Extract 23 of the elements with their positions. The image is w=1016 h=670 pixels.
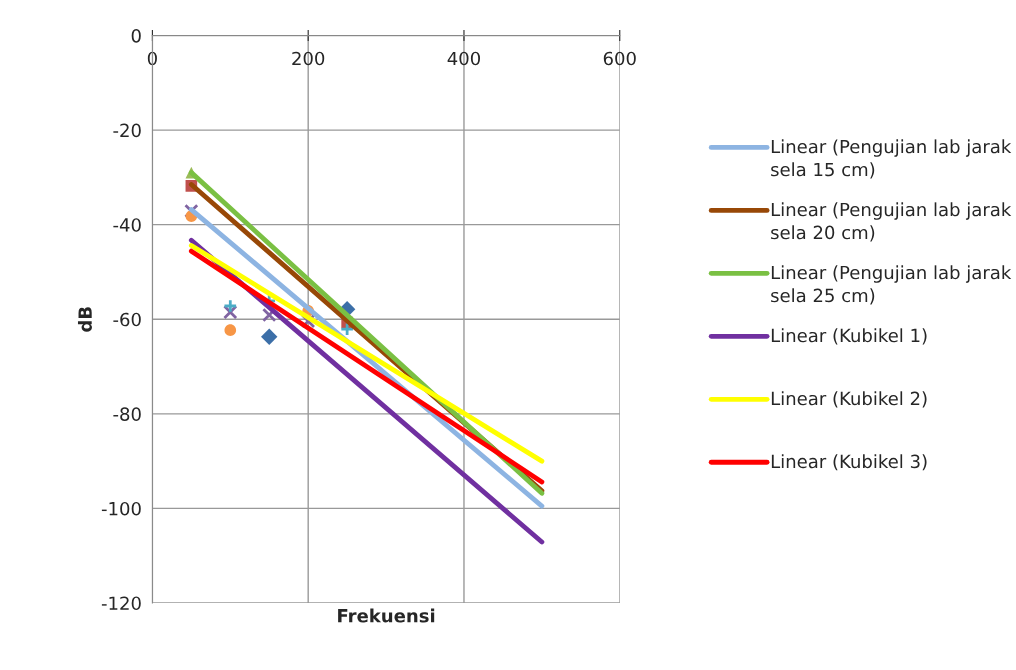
legend-label: Linear (Pengujian lab jarak sela 15 cm): [771, 139, 1012, 179]
x-tick-label: 600: [603, 51, 636, 66]
y-tick-label: -100: [101, 501, 141, 516]
point: [339, 321, 355, 337]
y-tick-label: -20: [113, 123, 141, 138]
x-axis-title: Frekuensi: [338, 608, 435, 623]
y-tick-label: -40: [113, 218, 141, 232]
y-tick-label: -60: [113, 312, 141, 327]
x-tick-label: 0: [147, 51, 157, 66]
y-axis-title: dB: [77, 307, 92, 332]
point: [223, 298, 238, 314]
point: [224, 324, 237, 336]
legend-label: Linear (Kubikel 1): [771, 328, 927, 345]
legend-label: Linear (Pengujian lab jarak sela 25 cm): [771, 265, 1012, 305]
y-tick-label: -80: [113, 407, 141, 421]
legend-label: Linear (Kubikel 2): [771, 391, 927, 408]
x-tick-label: 200: [292, 51, 325, 66]
legend-label: Linear (Kubikel 3): [771, 454, 927, 471]
y-tick-label: 0: [131, 28, 141, 43]
legend-label: Linear (Pengujian lab jarak sela 20 cm): [771, 202, 1012, 242]
point: [261, 328, 278, 345]
x-tick-label: 400: [447, 51, 481, 66]
y-tick-label: -120: [101, 596, 141, 611]
